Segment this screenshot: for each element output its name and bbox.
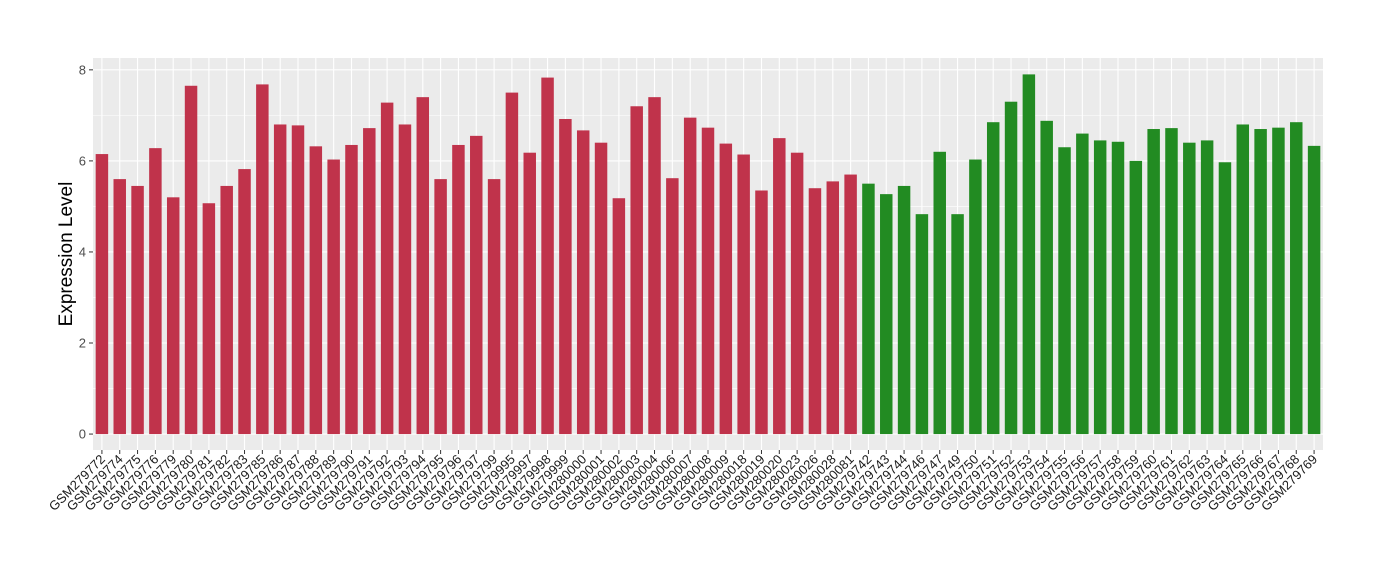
bar xyxy=(327,159,340,435)
bar xyxy=(880,194,893,435)
bar xyxy=(309,146,323,435)
bar xyxy=(933,151,946,435)
bar xyxy=(505,92,519,435)
y-tick-label: 2 xyxy=(79,336,86,351)
bar xyxy=(345,144,358,435)
bar xyxy=(648,97,661,435)
bar xyxy=(220,185,233,435)
bar xyxy=(1147,129,1160,435)
bar xyxy=(1093,140,1107,435)
bar xyxy=(380,102,394,435)
bar xyxy=(1218,162,1232,435)
bar xyxy=(915,214,929,435)
bar xyxy=(1040,120,1053,435)
bar xyxy=(808,188,822,435)
bar xyxy=(166,197,180,435)
bar xyxy=(256,84,269,435)
bar xyxy=(1272,127,1285,435)
y-axis-label: Expression Level xyxy=(56,182,77,327)
bar xyxy=(1290,122,1303,435)
bar xyxy=(202,203,216,435)
bar xyxy=(826,181,840,435)
y-tick-label: 0 xyxy=(79,427,86,442)
bar xyxy=(612,198,626,435)
bar xyxy=(1236,124,1250,435)
bar xyxy=(683,117,697,435)
bar xyxy=(844,174,857,435)
y-tick-label: 8 xyxy=(79,62,86,77)
bar xyxy=(1111,141,1125,435)
bar xyxy=(630,106,643,435)
bar xyxy=(737,154,750,435)
bar xyxy=(666,178,679,435)
y-tick-label: 6 xyxy=(79,153,86,168)
bar xyxy=(1076,133,1089,435)
bar xyxy=(701,127,715,435)
bar xyxy=(541,77,554,435)
bar xyxy=(434,179,447,435)
bar xyxy=(969,159,982,435)
bar xyxy=(113,179,126,435)
bar xyxy=(291,125,305,435)
y-tick-label: 4 xyxy=(79,244,86,259)
bar xyxy=(273,124,287,435)
bar xyxy=(131,185,144,435)
bar xyxy=(1129,160,1143,435)
bar xyxy=(790,152,804,435)
bar xyxy=(1254,129,1267,435)
bar xyxy=(559,119,572,435)
bar xyxy=(1200,140,1214,435)
bar xyxy=(452,144,465,435)
bar xyxy=(238,169,251,435)
bar xyxy=(773,138,786,435)
bar xyxy=(755,190,768,435)
bar xyxy=(1022,74,1036,435)
bar xyxy=(1004,101,1018,435)
bar xyxy=(1165,128,1178,435)
bar xyxy=(398,124,412,435)
bar xyxy=(1307,145,1321,435)
bar xyxy=(523,152,536,435)
bar xyxy=(986,122,1000,435)
bar xyxy=(95,154,109,435)
bar xyxy=(149,148,162,435)
bar xyxy=(470,135,483,435)
bar xyxy=(487,179,501,435)
bar xyxy=(862,183,875,435)
bar xyxy=(594,142,608,435)
bar xyxy=(1183,142,1196,435)
bar xyxy=(363,128,376,435)
bar xyxy=(416,97,430,435)
bar xyxy=(1058,147,1071,435)
bar xyxy=(951,214,964,435)
bar xyxy=(576,130,590,435)
bar xyxy=(897,185,911,435)
bar xyxy=(184,85,198,435)
bar xyxy=(719,143,733,435)
